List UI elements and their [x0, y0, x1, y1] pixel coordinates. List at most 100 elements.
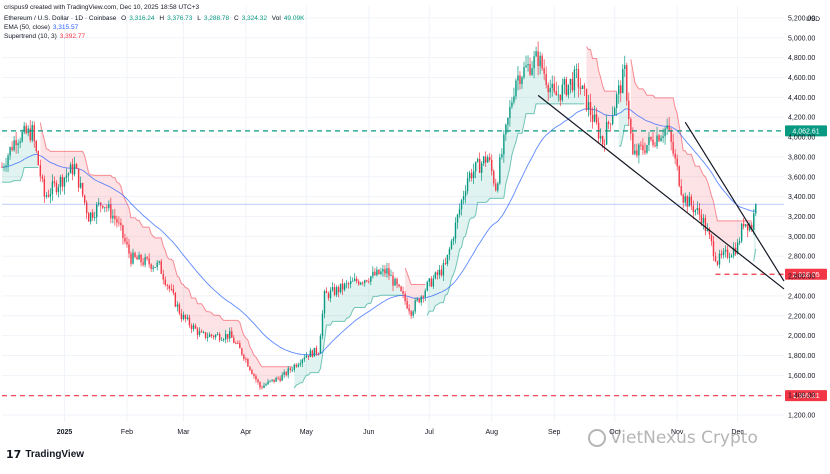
supertrend-fill — [665, 97, 668, 133]
supertrend-fill — [64, 151, 67, 183]
supertrend-fill — [165, 250, 168, 286]
candle-body — [57, 187, 60, 193]
candle-body — [317, 353, 320, 355]
x-tick-label: Mar — [177, 429, 190, 436]
y-tick-label: 1,800.00 — [788, 353, 815, 360]
supertrend-fill — [342, 286, 345, 322]
currency-label: USD — [806, 16, 820, 23]
supertrend-fill — [294, 365, 297, 389]
candle-body — [166, 285, 168, 286]
candle-body — [21, 132, 23, 142]
candle-body — [237, 343, 239, 344]
tradingview-logo[interactable]: 17 TradingView — [6, 448, 84, 461]
candle-body — [674, 153, 676, 159]
supertrend-fill — [407, 272, 410, 310]
candle-body — [275, 377, 277, 382]
candle-body — [626, 65, 628, 101]
supertrend-legend[interactable]: Supertrend (10, 3) 3,392.77 — [4, 32, 88, 41]
candle-body — [98, 202, 100, 205]
candle-body — [281, 374, 283, 381]
supertrend-fill — [725, 220, 728, 254]
supertrend-fill — [667, 97, 670, 128]
supertrend-fill — [163, 245, 166, 283]
candle-body — [660, 137, 662, 142]
candle-body — [404, 293, 406, 302]
candle-body — [231, 331, 233, 338]
candle-body — [168, 285, 170, 289]
candle-body — [253, 374, 255, 376]
candle-body — [299, 363, 301, 365]
candle-body — [591, 115, 594, 122]
candle-body — [118, 222, 120, 224]
candle-body — [406, 301, 408, 309]
supertrend-fill — [661, 97, 664, 140]
candle-body — [438, 269, 441, 275]
supertrend-fill — [54, 151, 57, 188]
supertrend-fill — [499, 155, 502, 199]
supertrend-fill — [441, 269, 444, 303]
supertrend-fill — [378, 271, 381, 297]
supertrend-fill — [540, 60, 543, 104]
candle-body — [732, 247, 735, 256]
supertrend-fill — [483, 159, 486, 203]
candle-body — [37, 150, 39, 166]
supertrend-fill — [580, 87, 583, 104]
supertrend-fill — [332, 288, 335, 322]
supertrend-value: 3,392.77 — [59, 33, 86, 40]
candle-body — [35, 141, 37, 151]
candle-body — [656, 135, 658, 147]
candle-body — [603, 144, 606, 146]
supertrend-fill — [276, 366, 279, 380]
candle-body — [434, 272, 437, 279]
candle-body — [605, 122, 608, 145]
supertrend-fill — [245, 338, 248, 363]
supertrend-fill — [106, 175, 109, 208]
candle-body — [233, 337, 235, 343]
high-label: H — [159, 15, 165, 22]
candle-body — [730, 255, 733, 258]
candle-body — [616, 94, 618, 109]
candle-body — [39, 165, 41, 177]
supertrend-fill — [169, 259, 172, 289]
close-value: 3,324.32 — [241, 15, 267, 22]
candle-body — [87, 213, 90, 222]
candle-body — [45, 195, 48, 197]
supertrend-fill — [340, 286, 343, 322]
y-tick-label: 5,000.00 — [788, 35, 815, 42]
supertrend-fill — [382, 270, 385, 296]
supertrend-fill — [644, 91, 647, 152]
ema-legend[interactable]: EMA (50, close) 3,315.57 — [4, 23, 81, 32]
supertrend-fill — [96, 175, 99, 211]
y-tick-label: 2,200.00 — [788, 313, 815, 320]
symbol-name[interactable]: Ethereum / U.S. Dollar · 1D · Coinbase — [4, 15, 117, 22]
supertrend-fill — [312, 352, 315, 373]
supertrend-fill — [521, 72, 525, 134]
supertrend-fill — [465, 184, 468, 236]
candle-body — [694, 210, 697, 213]
candle-body — [672, 141, 674, 154]
tradingview-logo-text: TradingView — [25, 449, 85, 460]
candle-body — [305, 355, 308, 358]
candle-body — [436, 272, 439, 275]
supertrend-fill — [697, 166, 700, 212]
supertrend-fill — [513, 88, 516, 148]
supertrend-fill — [344, 283, 347, 322]
candle-body — [301, 359, 304, 364]
candle-body — [386, 268, 388, 274]
supertrend-fill — [328, 294, 331, 326]
candle-body — [136, 257, 138, 260]
candle-body — [573, 69, 576, 91]
candle-body — [563, 79, 566, 85]
candle-body — [688, 196, 690, 207]
candle-body — [55, 182, 58, 193]
supertrend-fill — [655, 97, 658, 146]
candle-body — [581, 85, 584, 89]
supertrend-fill — [485, 159, 488, 203]
candle-body — [172, 289, 175, 293]
supertrend-fill — [135, 217, 138, 259]
supertrend-fill — [519, 79, 522, 134]
candle-body — [382, 269, 384, 272]
candle-body — [593, 114, 596, 122]
